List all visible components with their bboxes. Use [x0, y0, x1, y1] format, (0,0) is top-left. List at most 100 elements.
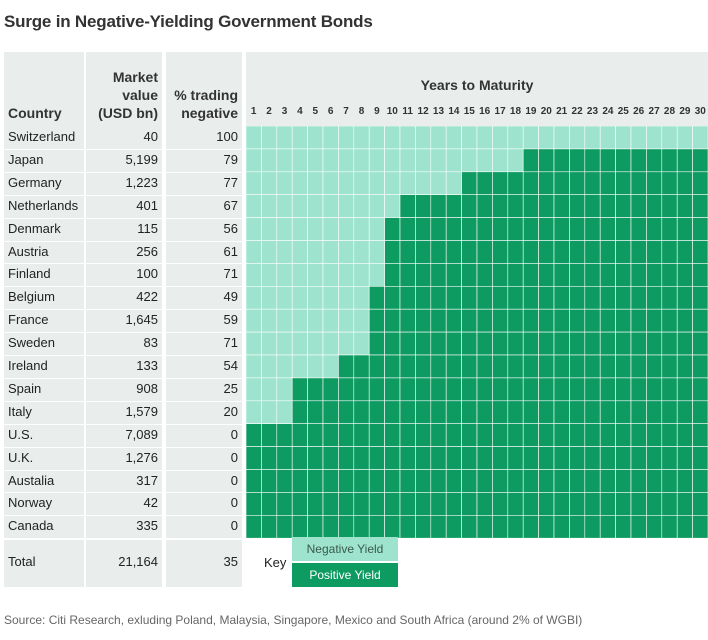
negative-yield-cell: [276, 217, 293, 241]
negative-yield-cell: [338, 240, 355, 264]
positive-yield-cell: [692, 194, 708, 218]
positive-yield-cell: [615, 514, 632, 539]
positive-yield-cell: [569, 240, 586, 264]
negative-yield-cell: [368, 194, 385, 218]
positive-yield-cell: [661, 469, 678, 493]
negative-yield-cell: [353, 286, 370, 310]
positive-yield-cell: [646, 217, 663, 241]
positive-yield-cell: [538, 240, 555, 264]
positive-yield-cell: [368, 286, 385, 310]
market-value: 908: [136, 380, 158, 396]
positive-yield-cell: [522, 217, 539, 241]
negative-yield-cell: [246, 240, 262, 264]
positive-yield-cell: [476, 308, 493, 333]
positive-yield-cell: [615, 331, 632, 356]
negative-yield-cell: [291, 171, 308, 195]
value-column-band: [86, 126, 162, 538]
positive-yield-cell: [630, 423, 647, 447]
negative-yield-cell: [261, 263, 278, 287]
positive-yield-cell: [584, 423, 601, 447]
positive-yield-cell: [676, 286, 693, 310]
positive-yield-cell: [399, 423, 416, 447]
positive-yield-cell: [646, 400, 663, 424]
year-label: 19: [525, 106, 537, 117]
positive-yield-cell: [338, 446, 355, 470]
negative-yield-cell: [322, 194, 339, 218]
positive-yield-cell: [399, 469, 416, 493]
positive-yield-cell: [646, 286, 663, 310]
positive-yield-cell: [291, 400, 308, 424]
positive-yield-cell: [384, 400, 401, 424]
pct-negative: 0: [230, 472, 238, 488]
negative-yield-cell: [399, 148, 416, 173]
positive-yield-cell: [553, 148, 570, 173]
market-value: 335: [136, 518, 158, 534]
negative-yield-cell: [276, 286, 293, 310]
positive-yield-cell: [492, 194, 509, 218]
negative-yield-cell: [307, 354, 324, 379]
positive-yield-cell: [476, 446, 493, 470]
negative-yield-cell: [291, 263, 308, 287]
negative-yield-cell: [353, 263, 370, 287]
positive-yield-cell: [569, 171, 586, 195]
positive-yield-cell: [430, 240, 447, 264]
positive-yield-cell: [599, 514, 616, 539]
negative-yield-cell: [415, 171, 432, 195]
positive-yield-cell: [399, 331, 416, 356]
positive-yield-cell: [445, 263, 462, 287]
positive-yield-cell: [569, 194, 586, 218]
positive-yield-cell: [476, 263, 493, 287]
positive-yield-cell: [646, 171, 663, 195]
country-name: Austalia: [8, 472, 55, 488]
positive-yield-cell: [492, 469, 509, 493]
positive-yield-cell: [553, 331, 570, 356]
positive-yield-cell: [553, 400, 570, 424]
positive-yield-cell: [507, 514, 524, 539]
year-label: 29: [679, 106, 691, 117]
positive-yield-cell: [646, 331, 663, 356]
negative-yield-cell: [338, 171, 355, 195]
positive-yield-cell: [569, 469, 586, 493]
positive-yield-cell: [445, 354, 462, 379]
positive-yield-cell: [661, 240, 678, 264]
negative-yield-cell: [276, 263, 293, 287]
positive-yield-cell: [384, 354, 401, 379]
pct-negative: 0: [230, 426, 238, 442]
positive-yield-cell: [615, 446, 632, 470]
negative-yield-cell: [307, 148, 324, 173]
positive-yield-cell: [507, 240, 524, 264]
positive-yield-cell: [399, 354, 416, 379]
negative-yield-cell: [338, 308, 355, 333]
positive-yield-cell: [322, 446, 339, 470]
positive-yield-cell: [599, 469, 616, 493]
positive-yield-cell: [646, 446, 663, 470]
positive-yield-cell: [492, 377, 509, 402]
pct-negative: 67: [223, 197, 238, 213]
positive-yield-cell: [291, 446, 308, 470]
positive-yield-cell: [368, 354, 385, 379]
positive-yield-cell: [569, 286, 586, 310]
positive-yield-cell: [461, 194, 478, 218]
negative-yield-cell: [261, 194, 278, 218]
year-label: 21: [556, 106, 568, 117]
positive-yield-cell: [538, 354, 555, 379]
negative-yield-cell: [246, 331, 262, 356]
positive-yield-cell: [522, 148, 539, 173]
market-value: 40: [143, 129, 158, 144]
years-header-band: [246, 52, 708, 126]
positive-yield-cell: [461, 446, 478, 470]
market-value: 7,089: [125, 426, 158, 442]
negative-yield-cell: [322, 354, 339, 379]
positive-yield-cell: [584, 286, 601, 310]
positive-yield-cell: [661, 194, 678, 218]
positive-yield-cell: [584, 308, 601, 333]
negative-yield-cell: [430, 148, 447, 173]
market-value: 83: [143, 335, 158, 351]
positive-yield-cell: [415, 331, 432, 356]
negative-yield-cell: [399, 171, 416, 195]
positive-yield-cell: [599, 308, 616, 333]
positive-yield-cell: [461, 286, 478, 310]
positive-yield-cell: [399, 446, 416, 470]
positive-yield-cell: [384, 469, 401, 493]
positive-yield-cell: [538, 400, 555, 424]
